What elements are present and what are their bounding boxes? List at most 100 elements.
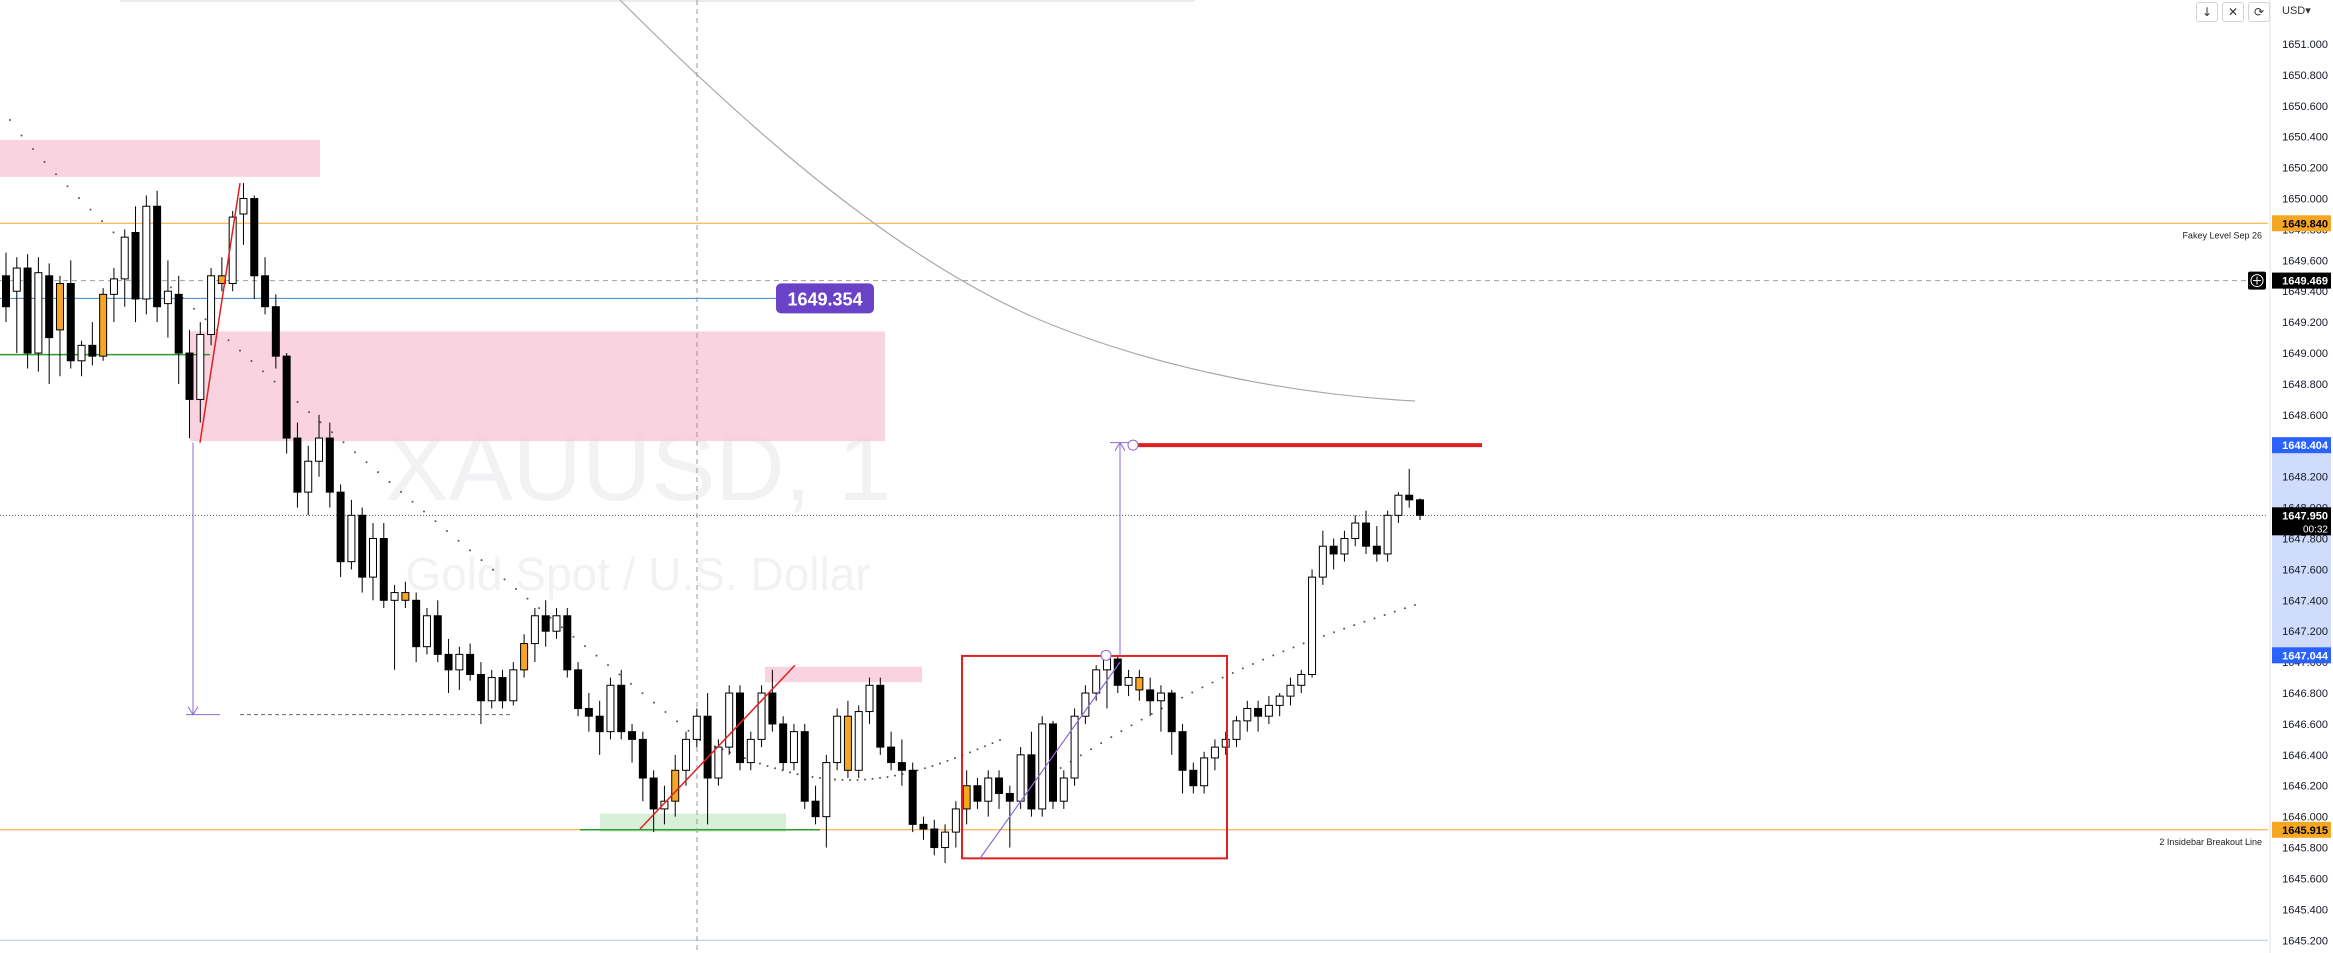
candle-body xyxy=(1005,792,1014,802)
level-label-0: Fakey Level Sep 26 xyxy=(2182,230,2262,240)
candle-body xyxy=(1243,707,1252,722)
candle xyxy=(45,263,54,384)
candle xyxy=(293,422,302,508)
candle-body xyxy=(1308,576,1317,675)
candle-body xyxy=(99,293,108,357)
trend-dot xyxy=(526,597,529,600)
refresh-icon[interactable]: ⟳ xyxy=(2248,2,2270,22)
axis-price-label: 1649.840 xyxy=(2282,218,2328,230)
axis-tick-label: 1646.600 xyxy=(2282,719,2328,731)
trend-dot xyxy=(342,441,345,444)
trend-dot xyxy=(492,568,494,571)
trend-dot xyxy=(503,578,506,581)
axis-tick-label: 1650.600 xyxy=(2282,101,2328,113)
candle xyxy=(1070,708,1079,786)
down-arrow-icon[interactable]: ↓ xyxy=(2196,2,2218,22)
candle xyxy=(379,523,388,609)
trend-dot xyxy=(1353,624,1356,627)
candle xyxy=(1113,655,1122,694)
trend-dot xyxy=(101,220,103,223)
candle xyxy=(1416,498,1424,520)
axis-tick-label: 1645.600 xyxy=(2282,873,2328,885)
trend-dot xyxy=(796,773,799,776)
candle xyxy=(973,778,982,809)
candle xyxy=(520,634,529,678)
trend-dot xyxy=(811,775,814,778)
axis-price-label: 1645.915 xyxy=(2282,825,2328,837)
trend-dot xyxy=(78,197,80,200)
trend-dot xyxy=(1282,650,1285,653)
candle-body xyxy=(520,643,529,671)
trend-dot xyxy=(1100,742,1103,745)
candle xyxy=(142,195,151,315)
candle-body xyxy=(1049,723,1058,802)
candle-body xyxy=(476,673,485,702)
candle-body xyxy=(865,684,874,713)
axis-tick-label: 1649.600 xyxy=(2282,255,2328,267)
candle-body xyxy=(1167,692,1176,733)
trend-dot xyxy=(365,461,368,464)
trend-dot xyxy=(819,777,821,780)
candle-body xyxy=(1254,707,1263,717)
candle xyxy=(174,275,183,384)
candle-body xyxy=(120,236,129,280)
candle-body xyxy=(77,344,86,362)
trend-dot xyxy=(296,400,299,403)
candle-body xyxy=(2,275,10,308)
candle xyxy=(941,824,950,864)
candle xyxy=(185,329,194,439)
candle xyxy=(282,353,291,454)
candle xyxy=(541,600,550,647)
trend-dot xyxy=(1231,671,1234,674)
axis-price-label-bg xyxy=(2272,215,2331,232)
candle xyxy=(163,260,172,338)
currency-selector[interactable]: USD▾ xyxy=(2282,2,2311,20)
candle xyxy=(88,322,97,366)
trend-dot xyxy=(1262,658,1265,661)
candle-body xyxy=(1340,537,1349,555)
trend-dot xyxy=(864,778,866,781)
candle xyxy=(876,677,885,755)
red-range-box xyxy=(961,654,1228,860)
candle xyxy=(1286,677,1295,706)
candle-body xyxy=(109,278,118,295)
candle xyxy=(1264,696,1273,724)
candle-body xyxy=(1016,754,1025,802)
candle-body xyxy=(34,272,43,354)
candle-body xyxy=(1416,499,1424,516)
candle xyxy=(131,206,140,323)
candle-body xyxy=(271,306,280,357)
axis-tick-label: 1648.800 xyxy=(2282,379,2328,391)
candle-body xyxy=(466,653,475,675)
candle-body xyxy=(207,275,216,336)
candle-body xyxy=(1210,746,1219,759)
candle xyxy=(1275,693,1284,717)
candle-body xyxy=(433,615,442,655)
cross-icon[interactable]: ✕ xyxy=(2222,2,2244,22)
candle xyxy=(1232,716,1241,748)
candle-body xyxy=(1372,545,1381,555)
currency-label: USD xyxy=(2282,5,2306,17)
candle-body xyxy=(671,769,680,802)
candle-body xyxy=(325,437,334,493)
level-label-1: 2 Insidebar Breakout Line xyxy=(2159,837,2262,847)
trend-dot xyxy=(1322,634,1325,637)
arrow-up-icon xyxy=(1114,441,1126,451)
candle-body xyxy=(174,293,183,354)
candle-body xyxy=(735,692,744,764)
candle xyxy=(347,499,356,570)
red-trend-line-1 xyxy=(199,182,241,443)
trend-dot xyxy=(1292,646,1295,649)
candle xyxy=(1405,468,1414,508)
trend-dot xyxy=(1201,686,1204,689)
axis-price-label-bg xyxy=(2272,821,2331,838)
axis-tick-label: 1650.200 xyxy=(2282,163,2328,175)
candle xyxy=(498,669,507,709)
candle xyxy=(671,754,680,817)
candle-body xyxy=(347,514,356,563)
demand-zone xyxy=(600,813,786,833)
candle-body xyxy=(45,275,54,339)
candle xyxy=(1167,689,1176,755)
axis-price-label: 1648.404 xyxy=(2282,440,2329,452)
